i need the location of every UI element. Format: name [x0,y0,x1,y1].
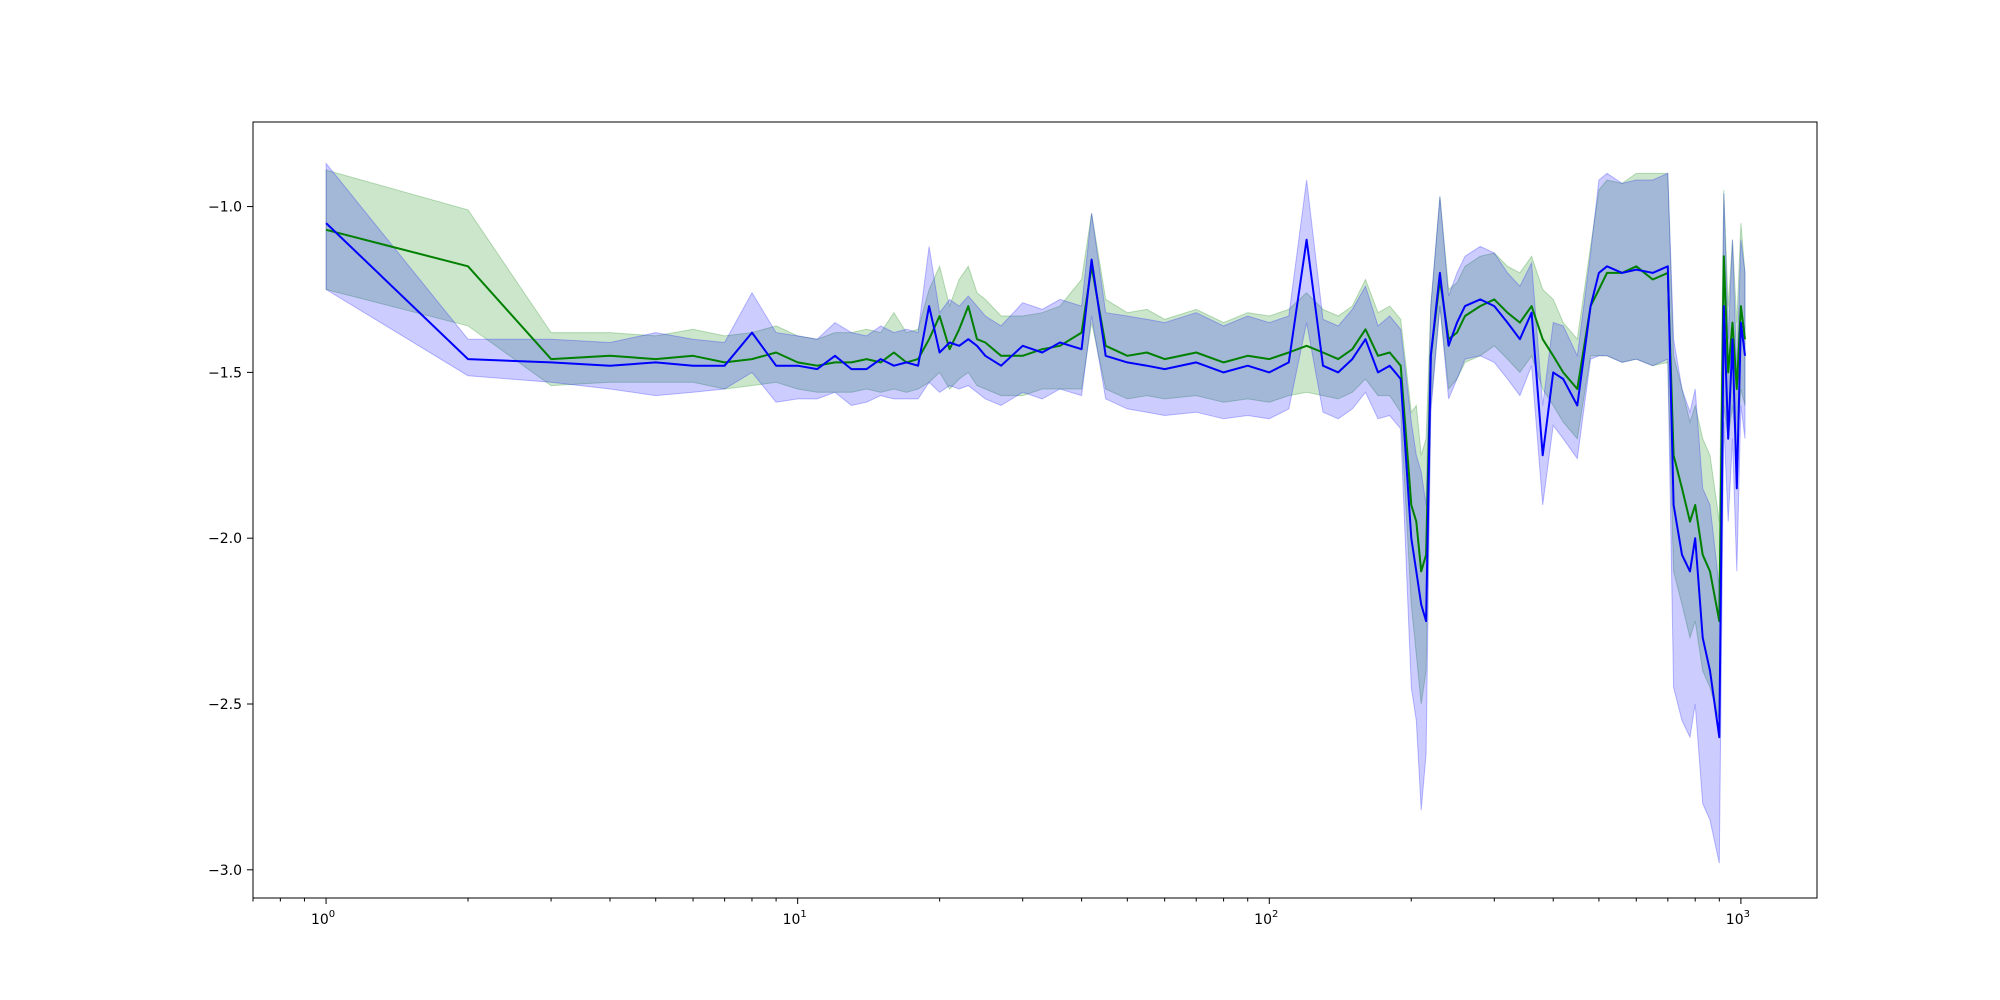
x-tick-label: 103 [1726,909,1750,928]
y-tick-label: −1.0 [208,200,242,216]
y-tick-label: −2.5 [208,697,242,713]
y-tick-label: −1.5 [208,365,242,381]
series-1-band [325,162,1746,864]
plot-frame [252,121,1818,899]
x-axis: 100 101 102 103 [252,898,1750,928]
x-tick-label: 100 [311,909,335,928]
y-tick-label: −3.0 [208,863,242,879]
x-tick-label: 102 [1254,909,1278,928]
confidence-bands [325,162,1746,864]
series-lines [325,222,1746,739]
series-1-line [325,222,1746,739]
x-tick-label: 101 [783,909,807,928]
y-tick-label: −2.0 [208,531,242,547]
y-axis: −1.0 −1.5 −2.0 −2.5 −3.0 [208,200,253,879]
series-0-band [325,169,1746,721]
